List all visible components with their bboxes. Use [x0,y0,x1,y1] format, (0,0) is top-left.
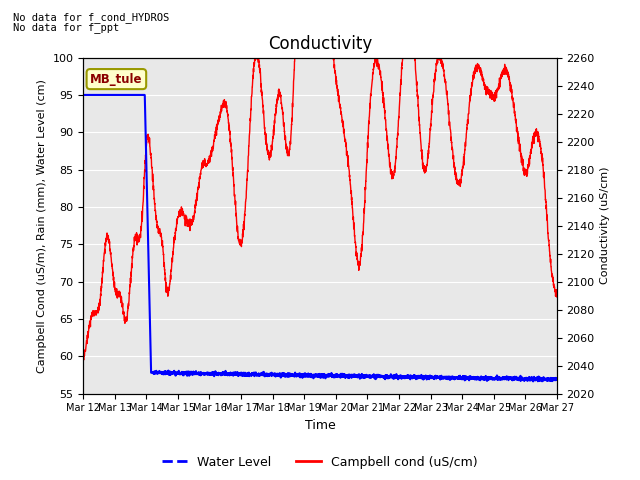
Text: No data for f_ppt: No data for f_ppt [13,22,119,33]
Title: Conductivity: Conductivity [268,35,372,53]
Y-axis label: Conductivity (uS/cm): Conductivity (uS/cm) [600,167,611,284]
Text: MB_tule: MB_tule [90,72,143,85]
Y-axis label: Campbell Cond (uS/m), Rain (mm), Water Level (cm): Campbell Cond (uS/m), Rain (mm), Water L… [37,79,47,372]
Text: No data for f_cond_HYDROS: No data for f_cond_HYDROS [13,12,169,23]
X-axis label: Time: Time [305,419,335,432]
Legend: Water Level, Campbell cond (uS/cm): Water Level, Campbell cond (uS/cm) [157,451,483,474]
